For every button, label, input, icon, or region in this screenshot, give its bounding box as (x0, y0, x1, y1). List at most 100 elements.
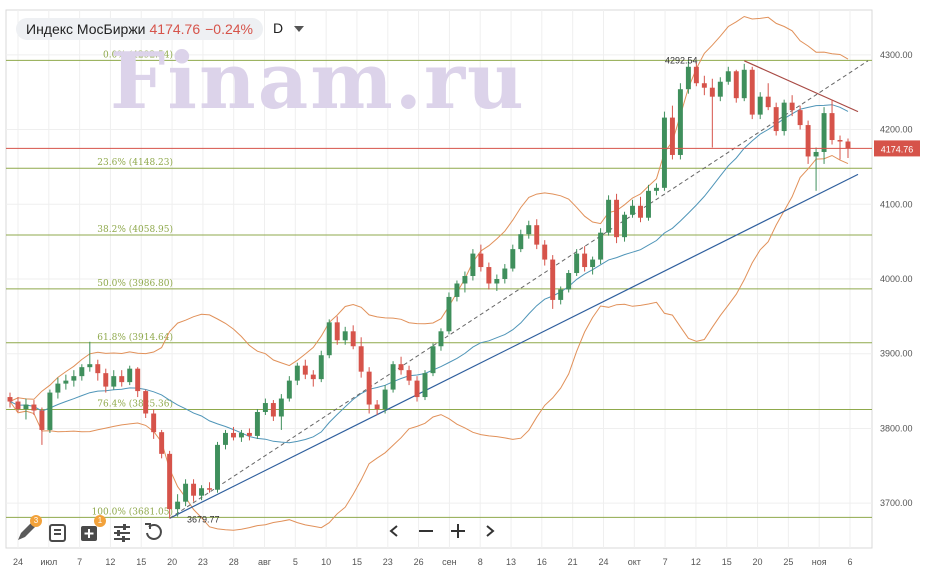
candle-body (709, 87, 715, 97)
x-tick-label: 7 (663, 557, 668, 567)
instrument-name: Индекс МосБиржи (26, 21, 146, 37)
candle-body (566, 273, 572, 290)
candle-body (79, 367, 85, 377)
candle-body (254, 412, 260, 436)
y-tick-label: 3900.00 (880, 349, 913, 359)
candle-body (31, 404, 37, 411)
candle-body (614, 199, 620, 238)
candle-body (693, 66, 699, 84)
x-tick-label: 15 (722, 557, 732, 567)
candle-body (558, 289, 564, 300)
candle-body (749, 69, 755, 115)
candle-body (215, 444, 220, 490)
candle-body (821, 113, 827, 152)
x-tick-label: 26 (414, 557, 424, 567)
instrument-selector[interactable]: Индекс МосБиржи 4174.76 −0.24% (16, 18, 263, 40)
candle-body (685, 66, 691, 90)
candle-body (606, 199, 612, 233)
candle-body (310, 374, 316, 380)
candle-body (15, 401, 21, 410)
indicators-button[interactable]: 1 (78, 515, 106, 544)
candle-body (725, 71, 731, 82)
candle-body (518, 234, 524, 250)
scroll-left-button[interactable] (378, 519, 410, 543)
candle-body (302, 365, 308, 375)
reset-button[interactable] (142, 520, 166, 544)
candle-body (526, 225, 532, 235)
x-tick-label: 15 (352, 557, 362, 567)
candle-body (845, 141, 851, 149)
y-tick-label: 3800.00 (880, 423, 913, 433)
fib-level-label: 38.2% (4058.95) (97, 224, 173, 235)
x-tick-label: 28 (229, 557, 239, 567)
document-icon (49, 524, 66, 542)
candle-body (765, 96, 771, 108)
scroll-right-button[interactable] (474, 519, 506, 543)
sliders-icon (114, 524, 130, 542)
y-tick-label: 4200.00 (880, 125, 913, 135)
candle-body (669, 117, 675, 155)
candle-body (342, 331, 348, 341)
bollinger-upper-line (9, 15, 849, 402)
resistance-trendline (744, 60, 859, 113)
chevron-down-icon[interactable] (294, 26, 304, 32)
drawing-toolbar: 3 1 (14, 515, 166, 545)
candle-body (143, 391, 149, 414)
candle-body (622, 214, 628, 238)
settings-button[interactable] (110, 520, 134, 544)
bollinger-lower-line (9, 154, 849, 531)
candle-body (270, 403, 276, 417)
candle-body (103, 373, 109, 387)
candle-body (430, 346, 436, 374)
plus-icon (451, 524, 465, 538)
x-tick-label: 12 (691, 557, 701, 567)
zoom-out-button[interactable] (410, 519, 442, 543)
zoom-in-button[interactable] (442, 519, 474, 543)
candle-body (374, 404, 380, 410)
candle-body (246, 432, 252, 436)
candle-body (135, 368, 141, 392)
candle-body (63, 380, 69, 384)
x-tick-label: 24 (598, 557, 608, 567)
fib-level-label: 61.8% (3914.64) (97, 332, 173, 343)
candle-body (542, 244, 548, 260)
candle-body (47, 392, 53, 430)
timeframe-selector[interactable]: D (273, 20, 284, 36)
candle-body (789, 102, 795, 111)
candle-body (406, 370, 412, 381)
candle-body (95, 364, 101, 374)
candle-body (350, 331, 356, 347)
add-indicator-icon (81, 526, 97, 541)
x-tick-label: 16 (537, 557, 547, 567)
x-tick-label: 7 (77, 557, 82, 567)
candle-body (326, 322, 332, 356)
candle-body (494, 279, 500, 284)
candle-body (837, 140, 843, 142)
candle-body (534, 225, 540, 245)
candle-body (151, 413, 157, 433)
candle-body (39, 410, 45, 430)
draw-tool-button[interactable]: 3 (14, 515, 42, 544)
x-tick-label: 10 (321, 557, 331, 567)
last-price: 4174.76 (149, 21, 201, 37)
x-tick-label: 24 (13, 557, 23, 567)
candle-body (797, 110, 803, 126)
x-tick-label: 23 (198, 557, 208, 567)
watermark: Finam.ru (110, 36, 526, 127)
candle-body (127, 368, 133, 383)
candle-body (653, 187, 659, 191)
x-tick-label: 15 (136, 557, 146, 567)
candle-body (111, 376, 117, 387)
candle-body (502, 268, 508, 279)
candle-body (334, 322, 340, 341)
price-change: −0.24% (205, 21, 253, 37)
candle-body (238, 432, 244, 438)
y-tick-label: 4100.00 (880, 199, 913, 209)
candle-body (574, 253, 580, 274)
notes-button[interactable] (46, 520, 70, 544)
candle-body (805, 125, 811, 157)
candle-body (414, 380, 420, 398)
x-tick-label: июл (40, 557, 57, 567)
candle-body (183, 483, 189, 502)
